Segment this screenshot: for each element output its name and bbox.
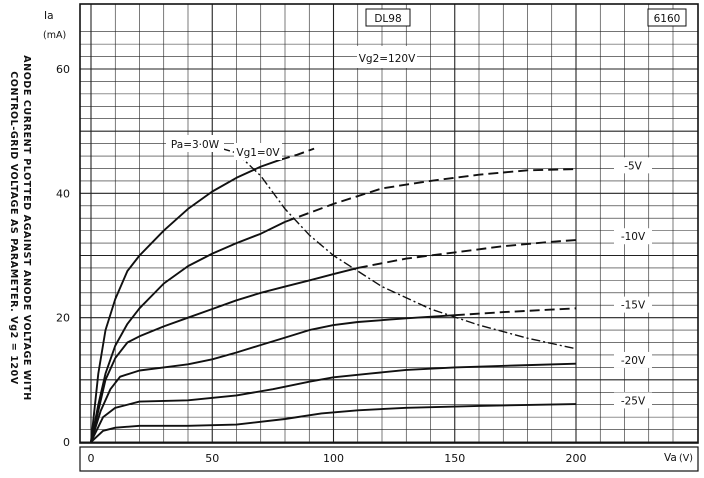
curve-extension--15V	[454, 307, 577, 317]
curve--25V	[90, 403, 577, 443]
curve-extension--5V	[284, 168, 577, 223]
x-tick-label: 0	[88, 452, 95, 465]
y-axis-unit: (mA)	[43, 30, 66, 41]
curve-label--15V: -15V	[621, 300, 646, 312]
curve-label-bg	[614, 351, 652, 368]
dissipation-curve	[204, 142, 577, 350]
characteristic-curves	[90, 142, 577, 443]
chart-labels: Ia (mA) Va (V) DL98 6160 Vg2=120V -5V -10V -15V -2…	[43, 8, 693, 464]
y-tick-label: 40	[56, 187, 70, 200]
x-tick-label: 150	[444, 452, 465, 465]
tube-type-label: DL98	[374, 13, 401, 25]
curve-extension--10V	[357, 239, 577, 269]
tube-type-box	[365, 8, 411, 27]
curve-label-bg	[614, 157, 652, 174]
curve--20V	[90, 362, 577, 443]
screen-voltage-box	[357, 46, 417, 68]
curve-label-bg	[614, 296, 652, 313]
curve-label-bg	[614, 228, 652, 245]
y-tick-label: 20	[56, 312, 70, 325]
curve-label--25V: -25V	[621, 395, 646, 407]
curve--15V	[90, 314, 455, 443]
curve--5V	[90, 221, 286, 443]
y-axis-label: Ia	[44, 10, 54, 22]
curve-label--10V: -10V	[621, 231, 646, 243]
plot-border	[79, 3, 699, 444]
pa-label-bg	[166, 135, 224, 152]
curve-Vg1=0V	[90, 158, 281, 443]
sheet-number-box	[647, 8, 687, 27]
curve-label--5V: -5V	[624, 160, 642, 172]
chart-grid	[80, 4, 698, 443]
curve-label-Vg1=0V: Vg1=0V	[236, 147, 280, 159]
curve-label--20V: -20V	[621, 355, 646, 367]
x-tick-label: 100	[323, 452, 344, 465]
curve-extension-Vg1=0V	[279, 147, 315, 161]
vg0-label-bg	[234, 143, 282, 160]
x-tick-label: 50	[205, 452, 219, 465]
curve-label-bg	[614, 392, 652, 409]
y-tick-label: 60	[56, 63, 70, 76]
sheet-number-label: 6160	[654, 13, 681, 25]
curve--10V	[90, 266, 359, 443]
x-tick-label: 200	[566, 452, 587, 465]
x-axis-label: Va	[664, 452, 677, 464]
x-axis-unit: (V)	[679, 453, 693, 464]
axis-ticks: 0 50 100 150 200 0 20 40 60	[56, 63, 587, 465]
y-tick-label: 0	[63, 436, 70, 449]
x-scale-box	[79, 446, 699, 472]
screen-voltage-label: Vg2=120V	[359, 53, 416, 65]
chart-frame	[79, 3, 699, 472]
dissipation-label: Pa=3·0W	[171, 139, 220, 151]
